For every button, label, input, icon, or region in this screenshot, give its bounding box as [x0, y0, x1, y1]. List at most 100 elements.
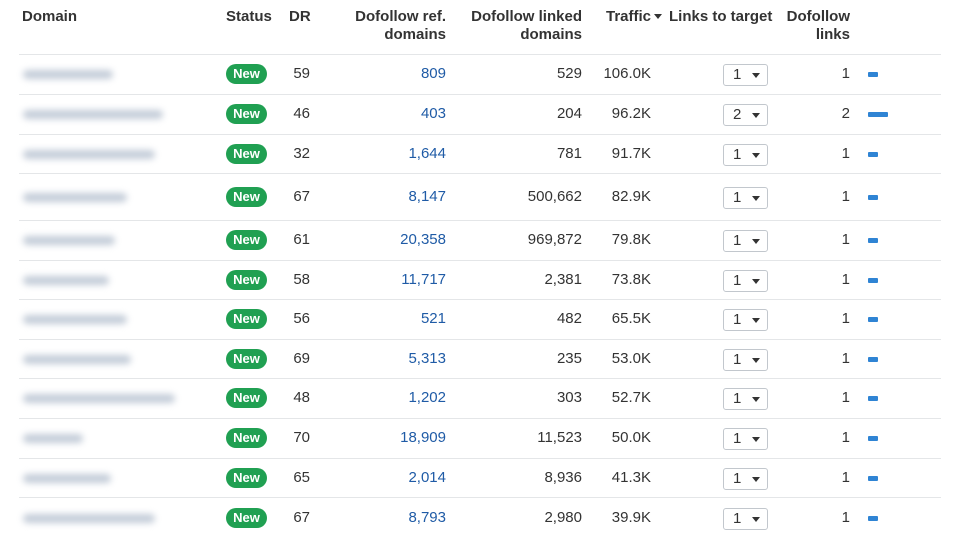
- status-badge: New: [226, 349, 267, 369]
- traffic-value: 41.3K: [611, 469, 651, 486]
- dr-value: 32: [293, 145, 310, 162]
- chevron-down-icon: [752, 358, 760, 363]
- ref-domains-link[interactable]: 2,014: [408, 469, 446, 486]
- dofollow-links-value: 1: [841, 469, 850, 486]
- header-status[interactable]: Status: [226, 8, 272, 25]
- table-row: New 70 18,909 11,523 50.0K 1 1: [19, 418, 941, 459]
- links-to-target-select[interactable]: 1: [723, 428, 768, 450]
- select-value: 1: [733, 510, 742, 527]
- domain-link-redacted[interactable]: [23, 514, 155, 523]
- chevron-down-icon: [752, 239, 760, 244]
- links-to-target-select[interactable]: 1: [723, 388, 768, 410]
- select-value: 1: [733, 351, 742, 368]
- table-row: New 56 521 482 65.5K 1 1: [19, 299, 941, 340]
- header-line: Dofollow: [786, 8, 850, 25]
- domain-link-redacted[interactable]: [23, 434, 83, 443]
- ref-domains-link[interactable]: 5,313: [408, 350, 446, 367]
- chevron-down-icon: [752, 517, 760, 522]
- header-traffic[interactable]: Traffic: [606, 8, 663, 26]
- dofollow-links-bar: [868, 152, 878, 157]
- header-dr[interactable]: DR: [289, 8, 311, 25]
- links-to-target-select[interactable]: 1: [723, 468, 768, 490]
- links-to-target-select[interactable]: 1: [723, 144, 768, 166]
- domain-link-redacted[interactable]: [23, 150, 155, 159]
- status-badge: New: [226, 270, 267, 290]
- dofollow-links-value: 1: [841, 231, 850, 248]
- dofollow-links-bar: [868, 516, 878, 521]
- domain-link-redacted[interactable]: [23, 276, 109, 285]
- ref-domains-link[interactable]: 403: [420, 105, 446, 122]
- header-line: domains: [520, 26, 582, 43]
- traffic-value: 65.5K: [611, 310, 651, 327]
- links-to-target-select[interactable]: 1: [723, 64, 768, 86]
- header-dofollow-linked-domains[interactable]: Dofollow linked domains: [452, 8, 582, 44]
- chevron-down-icon: [752, 196, 760, 201]
- traffic-value: 73.8K: [611, 271, 651, 288]
- dofollow-links-bar: [868, 436, 878, 441]
- domain-link-redacted[interactable]: [23, 110, 163, 119]
- links-to-target-select[interactable]: 1: [723, 349, 768, 371]
- select-value: 1: [733, 390, 742, 407]
- status-badge: New: [226, 508, 267, 528]
- links-to-target-select[interactable]: 1: [723, 270, 768, 292]
- select-value: 1: [733, 189, 742, 206]
- dr-value: 65: [293, 469, 310, 486]
- links-to-target-select[interactable]: 1: [723, 309, 768, 331]
- dofollow-links-bar: [868, 278, 878, 283]
- chevron-down-icon: [752, 318, 760, 323]
- ref-domains-link[interactable]: 8,793: [408, 509, 446, 526]
- select-value: 1: [733, 232, 742, 249]
- table-row: New 32 1,644 781 91.7K 1 1: [19, 134, 941, 174]
- select-value: 1: [733, 146, 742, 163]
- select-value: 1: [733, 430, 742, 447]
- links-to-target-select[interactable]: 2: [723, 104, 768, 126]
- traffic-value: 96.2K: [611, 105, 651, 122]
- ref-domains-link[interactable]: 1,202: [408, 389, 446, 406]
- dofollow-links-value: 1: [841, 509, 850, 526]
- ref-domains-link[interactable]: 809: [420, 65, 446, 82]
- dofollow-links-value: 1: [841, 429, 850, 446]
- dofollow-links-value: 1: [841, 350, 850, 367]
- traffic-value: 53.0K: [611, 350, 651, 367]
- ref-domains-link[interactable]: 521: [420, 310, 446, 327]
- domain-link-redacted[interactable]: [23, 474, 111, 483]
- header-dofollow-ref-domains[interactable]: Dofollow ref. domains: [336, 8, 446, 44]
- ref-domains-link[interactable]: 20,358: [400, 231, 446, 248]
- header-domain[interactable]: Domain: [22, 8, 78, 25]
- dr-value: 48: [293, 389, 310, 406]
- dofollow-links-value: 2: [841, 105, 850, 122]
- links-to-target-select[interactable]: 1: [723, 230, 768, 252]
- header-traffic-label: Traffic: [606, 8, 652, 25]
- domain-link-redacted[interactable]: [23, 394, 175, 403]
- status-badge: New: [226, 388, 267, 408]
- header-links-to-target[interactable]: Links to target: [669, 8, 773, 25]
- dofollow-links-bar: [868, 396, 878, 401]
- table-row: New 69 5,313 235 53.0K 1 1: [19, 339, 941, 379]
- domain-link-redacted[interactable]: [23, 315, 127, 324]
- linked-domains-value: 529: [556, 65, 582, 82]
- domain-link-redacted[interactable]: [23, 70, 113, 79]
- dr-value: 59: [293, 65, 310, 82]
- links-to-target-select[interactable]: 1: [723, 508, 768, 530]
- ref-domains-link[interactable]: 1,644: [408, 145, 446, 162]
- dofollow-links-bar: [868, 72, 878, 77]
- ref-domains-link[interactable]: 11,717: [401, 271, 446, 288]
- sort-desc-icon: [654, 14, 663, 19]
- table-row: New 67 8,793 2,980 39.9K 1 1: [19, 497, 941, 539]
- linked-domains-value: 11,523: [537, 429, 582, 446]
- linked-domains-value: 781: [556, 145, 582, 162]
- traffic-value: 82.9K: [611, 188, 651, 205]
- table-row: New 59 809 529 106.0K 1 1: [19, 54, 941, 95]
- traffic-value: 52.7K: [611, 389, 651, 406]
- linked-domains-value: 2,381: [544, 271, 582, 288]
- domain-link-redacted[interactable]: [23, 355, 131, 364]
- dr-value: 56: [293, 310, 310, 327]
- ref-domains-link[interactable]: 8,147: [408, 188, 446, 205]
- links-to-target-select[interactable]: 1: [723, 187, 768, 209]
- header-dofollow-links[interactable]: Dofollow links: [770, 8, 850, 44]
- domain-link-redacted[interactable]: [23, 236, 115, 245]
- ref-domains-link[interactable]: 18,909: [400, 429, 446, 446]
- traffic-value: 39.9K: [611, 509, 651, 526]
- dofollow-links-bar: [868, 195, 878, 200]
- domain-link-redacted[interactable]: [23, 193, 127, 202]
